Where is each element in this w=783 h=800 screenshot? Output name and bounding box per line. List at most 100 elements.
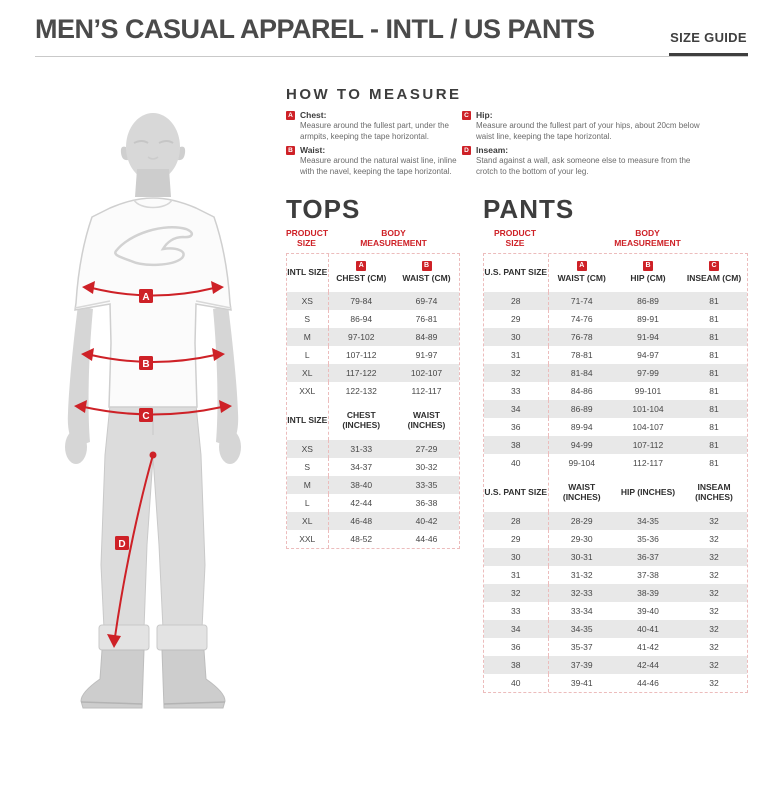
measurement-cell: 84-89 <box>394 327 459 346</box>
measurement-figure: A B C D <box>30 95 280 765</box>
size-cell: 36 <box>484 417 549 436</box>
tops-red-header: PRODUCT SIZE BODY MEASUREMENT <box>286 228 460 249</box>
table-row: M 38-40 33-35 <box>287 475 459 494</box>
measurement-cell: 44-46 <box>415 533 438 544</box>
table-row: 29 74-76 89-91 81 <box>484 309 747 328</box>
measure-name: Hip: <box>476 110 493 120</box>
chest-marker-label: A <box>142 292 149 303</box>
measurement-cell: 81 <box>709 349 719 360</box>
column-header: B WAIST (CM) <box>402 261 451 284</box>
waist-marker-label: B <box>142 359 149 370</box>
measurement-cell: 32 <box>709 533 719 544</box>
table-row: M 97-102 84-89 <box>287 327 459 346</box>
measurement-cell: 40-41 <box>615 619 681 638</box>
measurement-cell: 71-74 <box>548 291 615 310</box>
body-shapes <box>65 113 241 709</box>
column-header: INSEAM (INCHES) <box>695 481 733 502</box>
waist-badge-icon: A <box>576 261 587 272</box>
inseam-marker-label: D <box>118 539 125 550</box>
table-row: XL 46-48 40-42 <box>287 511 459 530</box>
measurement-cell: 38-39 <box>615 583 681 602</box>
table-row: S 86-94 76-81 <box>287 309 459 328</box>
measurement-cell: 36-38 <box>415 497 438 508</box>
size-cell: XXL <box>287 381 329 400</box>
letter-badge-a: A <box>286 111 295 120</box>
size-cell: 38 <box>484 435 549 454</box>
table-row: 34 34-35 40-41 32 <box>484 619 747 638</box>
measurement-cell: 30-31 <box>548 547 615 566</box>
measurement-cell: 34-37 <box>350 461 373 472</box>
measurement-cell: 78-81 <box>570 349 593 360</box>
size-cell: 40 <box>484 453 549 472</box>
waist-measure-line: B <box>81 348 225 370</box>
size-cell: 36 <box>484 637 549 656</box>
measure-item-waist: B Waist: Measure around the natural wais… <box>286 145 462 177</box>
measure-name: Inseam: <box>476 145 509 156</box>
measurement-cell: 37-38 <box>637 569 659 580</box>
measurement-cell: 46-48 <box>328 511 394 530</box>
measurement-cell: 86-89 <box>615 291 681 310</box>
size-cell: 32 <box>484 583 549 602</box>
measurement-cell: 40-42 <box>394 511 459 530</box>
measurement-cell: 76-81 <box>415 313 438 324</box>
column-header: INTL SIZE <box>287 253 329 292</box>
table-row: 40 39-41 44-46 32 <box>484 673 747 692</box>
measurement-cell: 28-29 <box>548 511 615 530</box>
table-row: S 34-37 30-32 <box>287 457 459 476</box>
measurement-cell: 39-41 <box>570 677 593 688</box>
header-divider <box>35 56 748 57</box>
product-size-header: PRODUCT SIZE <box>493 228 537 248</box>
measurement-cell: 112-117 <box>633 457 663 468</box>
table-row: XXL 48-52 44-46 <box>287 529 459 548</box>
table-row: 28 28-29 34-35 32 <box>484 511 747 530</box>
measurement-cell: 94-99 <box>548 435 615 454</box>
size-cell: XS <box>287 439 329 458</box>
product-size-header: PRODUCT SIZE <box>286 228 329 248</box>
letter-badge-d: D <box>462 146 471 156</box>
size-cell: XS <box>287 291 329 310</box>
measure-item-hip: C Hip: Measure around the fullest part o… <box>462 110 748 142</box>
tops-title: TOPS <box>286 194 361 224</box>
table-row: 31 31-32 37-38 32 <box>484 565 747 584</box>
size-cell: XXL <box>287 529 329 548</box>
measurement-cell: 81 <box>709 457 719 468</box>
measurement-cell: 30-32 <box>415 461 438 472</box>
table-row: XXL 122-132 112-117 <box>287 381 459 400</box>
size-cell: 32 <box>484 363 549 382</box>
inseam-badge-icon: C <box>709 261 719 272</box>
size-cell: S <box>287 309 329 328</box>
measurement-cell: 32 <box>681 619 747 638</box>
hip-marker-label: C <box>142 411 149 422</box>
measurement-cell: 37-39 <box>548 655 615 674</box>
measurement-cell: 48-52 <box>350 533 373 544</box>
measurement-cell: 89-94 <box>570 421 593 432</box>
size-guide-underline <box>669 53 748 56</box>
column-header: CHEST (INCHES) <box>342 409 381 430</box>
table-row: 29 29-30 35-36 32 <box>484 529 747 548</box>
size-cell: 31 <box>484 565 549 584</box>
measurement-cell: 81 <box>681 291 747 310</box>
measurement-cell: 81 <box>709 385 719 396</box>
table-row: 40 99-104 112-117 81 <box>484 453 747 472</box>
table-row: XS 79-84 69-74 <box>287 291 459 310</box>
table-row: 28 71-74 86-89 81 <box>484 291 747 310</box>
measurement-cell: 107-112 <box>345 349 377 360</box>
measurement-cell: 91-94 <box>615 327 681 346</box>
pants-section: PANTS PRODUCT SIZE BODY MEASUREMENT U.S.… <box>483 196 748 693</box>
measure-column-left: A Chest: Measure around the fullest part… <box>286 110 462 177</box>
measurement-overlays: A B C D <box>74 281 232 648</box>
measurement-cell: 32 <box>709 641 719 652</box>
tops-cm-rows: XS 79-84 69-74 S 86-94 76-81 M 97-102 84-89 L 107-… <box>287 291 459 400</box>
measurement-cell: 99-101 <box>634 385 662 396</box>
table-row: 31 78-81 94-97 81 <box>484 345 747 364</box>
column-header: A CHEST (CM) <box>336 261 387 284</box>
size-cell: 31 <box>484 345 549 364</box>
column-header: WAIST (INCHES) <box>562 481 601 502</box>
measurement-cell: 35-37 <box>570 641 593 652</box>
hip-badge-icon: B <box>643 261 653 272</box>
measurement-cell: 32 <box>709 677 719 688</box>
table-row: 32 32-33 38-39 32 <box>484 583 747 602</box>
measurement-cell: 84-86 <box>570 385 593 396</box>
size-cell: M <box>287 475 329 494</box>
table-row: 38 37-39 42-44 32 <box>484 655 747 674</box>
